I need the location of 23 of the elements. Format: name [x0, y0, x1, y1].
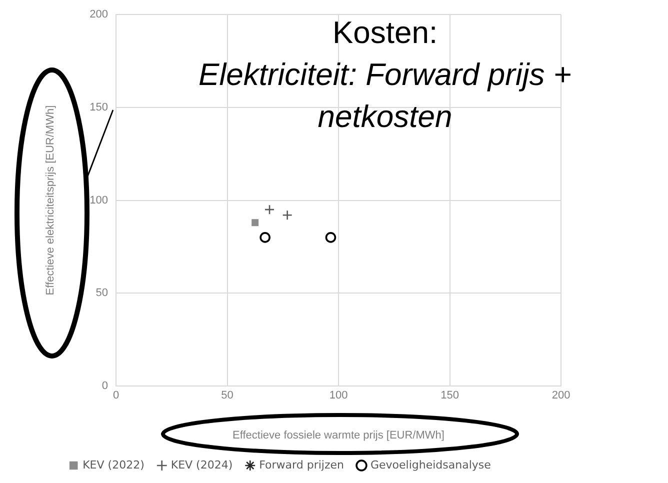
point	[325, 232, 336, 243]
point	[260, 232, 270, 243]
y-tick-label: 200	[90, 8, 108, 21]
x-tick-label: 50	[221, 390, 234, 402]
y-tick-label: 0	[102, 380, 108, 392]
x-tick-label: 150	[440, 390, 459, 402]
point	[264, 204, 275, 215]
text: Elektriciteit: Forward prijs + netkosten	[198, 56, 572, 136]
point	[252, 219, 259, 226]
legend-label: KEV (2024)	[170, 458, 233, 472]
x-axis-title: Effectieve fossiele warmte prijs [EUR/MWh]	[232, 429, 444, 442]
x-tick-label: 100	[329, 390, 348, 402]
y-tick-label: 50	[96, 287, 108, 300]
point	[282, 210, 292, 220]
y-tick-label: 100	[90, 194, 108, 206]
legend-label: Gevoeligheidsanalyse	[370, 458, 492, 472]
legend-label: Forward prijzen	[259, 458, 344, 472]
y-tick-label: 150	[90, 101, 108, 114]
x-tick-label: 0	[112, 390, 120, 402]
legend-label: KEV (2022)	[82, 458, 144, 472]
chart-title: Kosten:	[331, 14, 439, 52]
y-axis-title: Effectieve elektriciteitsprijs [EUR/MWh]	[44, 105, 57, 296]
x-tick-label: 200	[552, 390, 570, 402]
